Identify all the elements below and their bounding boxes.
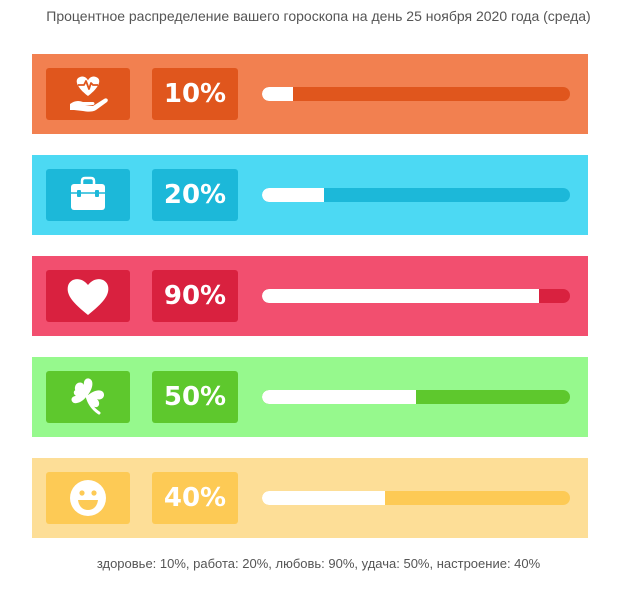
row-health: 10% (32, 54, 588, 134)
health-icon-box (46, 68, 130, 120)
luck-icon-box (46, 371, 130, 423)
page-title: Процентное распределение вашего гороскоп… (46, 8, 591, 24)
clover-icon (66, 376, 110, 418)
love-percent: 90% (152, 270, 238, 322)
luck-progress-fill (262, 390, 416, 404)
heart-icon (65, 275, 111, 317)
row-mood: 40% (32, 458, 588, 538)
work-progress-bar (262, 188, 570, 202)
work-icon-box (46, 169, 130, 221)
luck-percent: 50% (152, 371, 238, 423)
love-progress-bar (262, 289, 570, 303)
row-luck: 50% (32, 357, 588, 437)
health-heart-hand-icon (66, 74, 110, 114)
mood-progress-bar (262, 491, 570, 505)
row-love: 90% (32, 256, 588, 336)
work-percent: 20% (152, 169, 238, 221)
health-progress-bar (262, 87, 570, 101)
briefcase-icon (66, 175, 110, 215)
work-progress-fill (262, 188, 324, 202)
horoscope-bars: 10% 20% (32, 54, 588, 559)
summary-text: здоровье: 10%, работа: 20%, любовь: 90%,… (96, 556, 541, 571)
health-progress-fill (262, 87, 293, 101)
smiley-icon (67, 477, 109, 519)
health-percent: 10% (152, 68, 238, 120)
mood-percent: 40% (152, 472, 238, 524)
mood-icon-box (46, 472, 130, 524)
luck-progress-bar (262, 390, 570, 404)
love-icon-box (46, 270, 130, 322)
love-progress-fill (262, 289, 540, 303)
mood-progress-fill (262, 491, 386, 505)
row-work: 20% (32, 155, 588, 235)
